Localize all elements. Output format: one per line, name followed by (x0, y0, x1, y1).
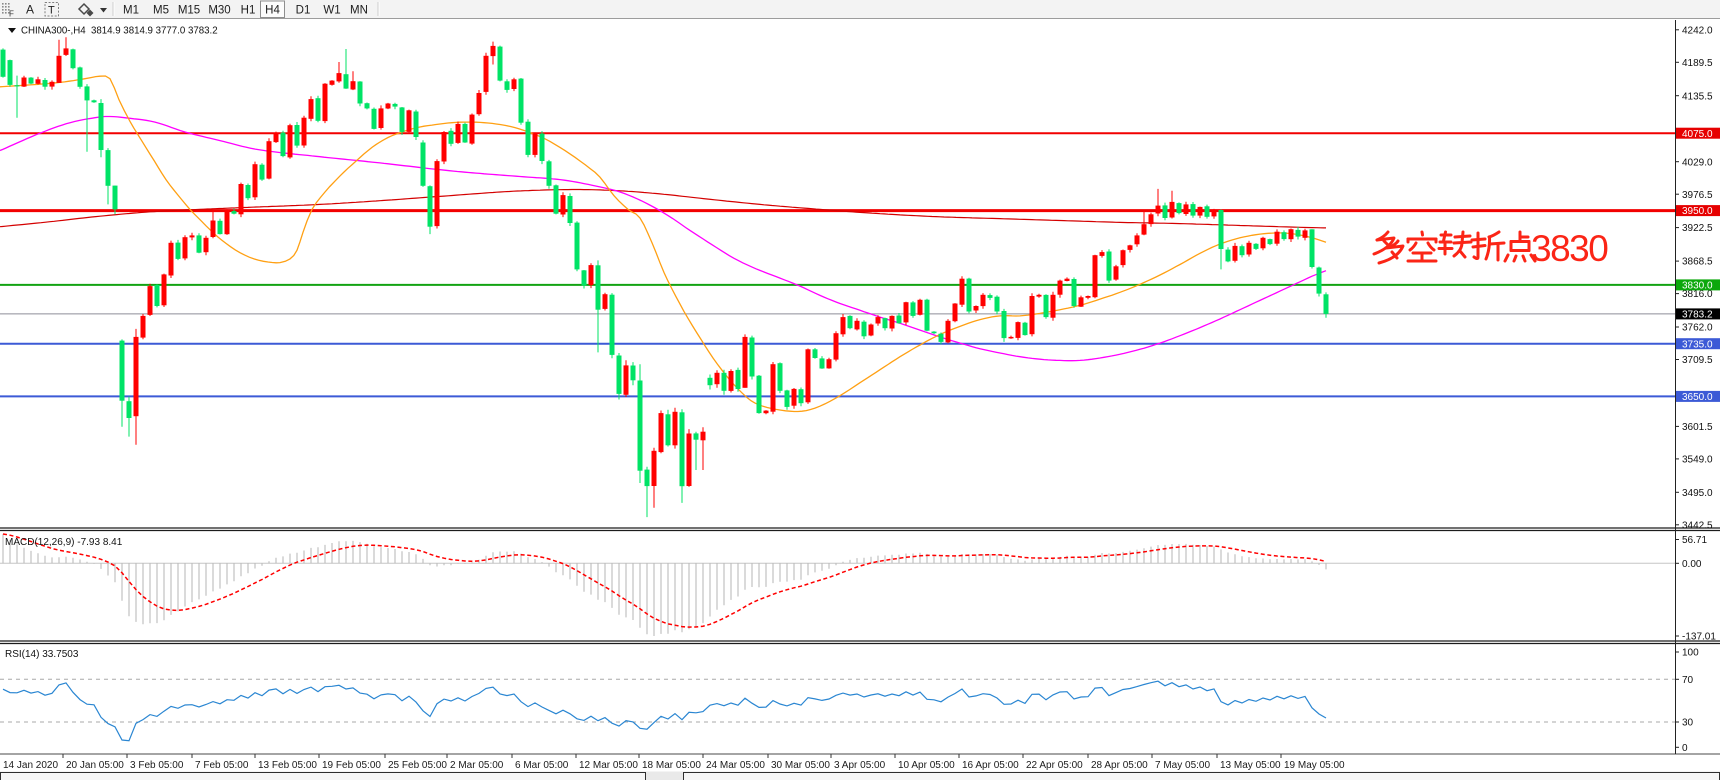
svg-text:0: 0 (1682, 743, 1688, 754)
svg-text:14 Jan 2020: 14 Jan 2020 (3, 760, 58, 771)
svg-text:3495.0: 3495.0 (1682, 488, 1713, 499)
svg-text:3922.5: 3922.5 (1682, 223, 1713, 234)
svg-text:24 Mar 05:00: 24 Mar 05:00 (706, 760, 765, 771)
svg-text:70: 70 (1682, 675, 1694, 686)
svg-text:3650.0: 3650.0 (1682, 392, 1713, 403)
svg-text:CHINA300-,H4 3814.9 3814.9 37: CHINA300-,H4 3814.9 3814.9 3777.0 3783.2 (21, 26, 218, 37)
svg-text:22 Apr 05:00: 22 Apr 05:00 (1026, 760, 1083, 771)
svg-text:4075.0: 4075.0 (1682, 129, 1713, 140)
svg-text:25 Feb 05:00: 25 Feb 05:00 (388, 760, 447, 771)
svg-text:30 Mar 05:00: 30 Mar 05:00 (771, 760, 830, 771)
svg-text:16 Apr 05:00: 16 Apr 05:00 (962, 760, 1019, 771)
svg-text:3709.5: 3709.5 (1682, 355, 1713, 366)
svg-text:RSI(14) 33.7503: RSI(14) 33.7503 (5, 649, 79, 660)
svg-text:3442.5: 3442.5 (1682, 520, 1713, 531)
svg-text:H1: H1 (241, 5, 256, 17)
svg-text:H4: H4 (265, 5, 280, 17)
svg-text:13 Feb 05:00: 13 Feb 05:00 (258, 760, 317, 771)
svg-text:MACD(12,26,9) -7.93 8.41: MACD(12,26,9) -7.93 8.41 (5, 537, 123, 548)
svg-text:12 Mar 05:00: 12 Mar 05:00 (579, 760, 638, 771)
svg-text:18 Mar 05:00: 18 Mar 05:00 (642, 760, 701, 771)
svg-text:3830: 3830 (1531, 228, 1608, 269)
svg-text:10 Apr 05:00: 10 Apr 05:00 (898, 760, 955, 771)
svg-text:7 May 05:00: 7 May 05:00 (1155, 760, 1210, 771)
svg-text:D1: D1 (296, 5, 311, 17)
svg-text:F: F (9, 10, 14, 19)
svg-text:3549.0: 3549.0 (1682, 455, 1713, 466)
svg-text:3735.0: 3735.0 (1682, 339, 1713, 350)
svg-text:28 Apr 05:00: 28 Apr 05:00 (1091, 760, 1148, 771)
svg-text:-137.01: -137.01 (1682, 632, 1716, 643)
svg-text:3830.0: 3830.0 (1682, 281, 1713, 292)
svg-text:100: 100 (1682, 648, 1699, 659)
svg-text:7 Feb 05:00: 7 Feb 05:00 (195, 760, 249, 771)
svg-text:0.00: 0.00 (1682, 559, 1702, 570)
svg-text:3976.5: 3976.5 (1682, 190, 1713, 201)
svg-text:3816.0: 3816.0 (1682, 289, 1713, 300)
svg-text:3601.5: 3601.5 (1682, 422, 1713, 433)
svg-text:M5: M5 (153, 5, 169, 17)
svg-text:M15: M15 (178, 5, 200, 17)
svg-text:MN: MN (350, 5, 368, 17)
svg-text:3950.0: 3950.0 (1682, 206, 1713, 217)
svg-text:4029.0: 4029.0 (1682, 157, 1713, 168)
svg-text:2 Mar 05:00: 2 Mar 05:00 (450, 760, 504, 771)
svg-text:3 Feb 05:00: 3 Feb 05:00 (130, 760, 184, 771)
svg-text:W1: W1 (323, 5, 340, 17)
svg-text:4135.5: 4135.5 (1682, 91, 1713, 102)
svg-text:A: A (26, 3, 34, 17)
svg-text:4189.5: 4189.5 (1682, 58, 1713, 69)
svg-text:19 Feb 05:00: 19 Feb 05:00 (322, 760, 381, 771)
svg-text:56.71: 56.71 (1682, 535, 1707, 546)
svg-text:3868.5: 3868.5 (1682, 257, 1713, 268)
svg-text:3762.0: 3762.0 (1682, 323, 1713, 334)
svg-text:19 May 05:00: 19 May 05:00 (1284, 760, 1345, 771)
svg-text:M1: M1 (123, 5, 139, 17)
svg-text:20 Jan 05:00: 20 Jan 05:00 (66, 760, 124, 771)
svg-text:M30: M30 (208, 5, 230, 17)
svg-text:3 Apr 05:00: 3 Apr 05:00 (834, 760, 886, 771)
svg-text:4242.0: 4242.0 (1682, 25, 1713, 36)
svg-text:30: 30 (1682, 718, 1694, 729)
svg-text:13 May 05:00: 13 May 05:00 (1220, 760, 1281, 771)
svg-text:T: T (48, 5, 55, 17)
svg-text:6 Mar 05:00: 6 Mar 05:00 (515, 760, 569, 771)
svg-text:3783.2: 3783.2 (1682, 310, 1713, 321)
